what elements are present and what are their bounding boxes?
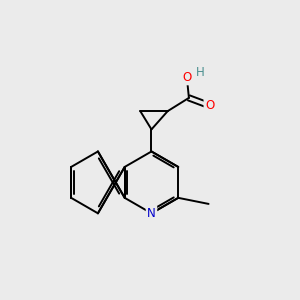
Text: O: O (205, 99, 214, 112)
Text: N: N (147, 207, 156, 220)
Text: H: H (196, 67, 205, 80)
Text: O: O (182, 71, 191, 84)
